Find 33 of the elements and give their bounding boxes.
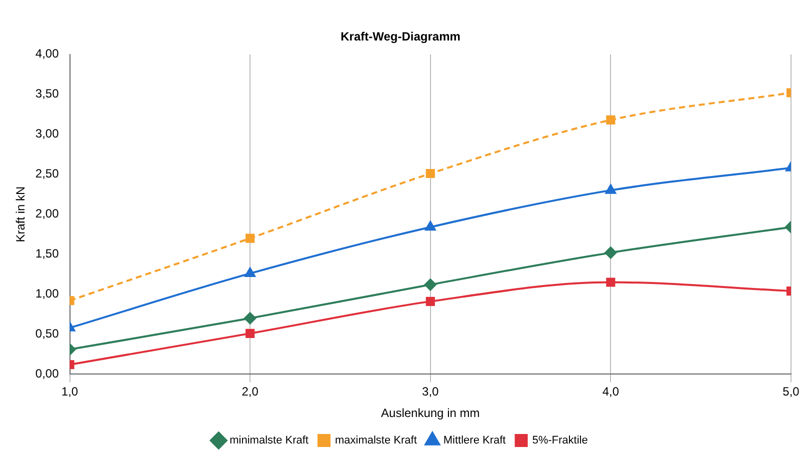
y-tick-label: 4,00 (35, 46, 60, 61)
y-tick-label: 3,00 (35, 126, 60, 141)
y-tick-label: 0,50 (35, 326, 60, 341)
point (246, 234, 255, 243)
point (606, 278, 616, 287)
point (244, 267, 256, 277)
y-tick-label: 2,50 (35, 166, 60, 181)
x-tick-label: 4,0 (602, 384, 620, 399)
legend-label: Mittlere Kraft (443, 434, 506, 447)
y-tick-label: 1,00 (35, 286, 60, 301)
legend-label: 5%-Fraktile (532, 434, 588, 447)
chart-title: Kraft-Weg-Diagramm (340, 30, 460, 44)
point (606, 115, 616, 124)
point (426, 296, 435, 306)
legend-label: minimalste Kraft (230, 434, 308, 447)
x-tick-label: 2,0 (242, 384, 259, 399)
point (244, 312, 256, 324)
y-tick-label: 1,50 (35, 246, 60, 261)
point (426, 168, 435, 178)
point (424, 278, 436, 291)
y-tick-label: 2,00 (35, 206, 60, 221)
x-tick-label: 3,0 (422, 384, 440, 399)
y-tick-label: 3,50 (35, 86, 60, 101)
y-axis-title: Kraft in kN (14, 186, 28, 242)
point (246, 328, 255, 338)
point (605, 184, 616, 194)
legend-label: maximalste Kraft (334, 434, 417, 447)
point (604, 246, 617, 259)
point (425, 221, 436, 231)
y-tick-label: 0,00 (35, 366, 60, 381)
x-tick-label: 1,0 (61, 384, 78, 399)
x-tick-label: 5,0 (782, 384, 800, 399)
x-axis-title: Auslenkung in mm (381, 406, 480, 420)
